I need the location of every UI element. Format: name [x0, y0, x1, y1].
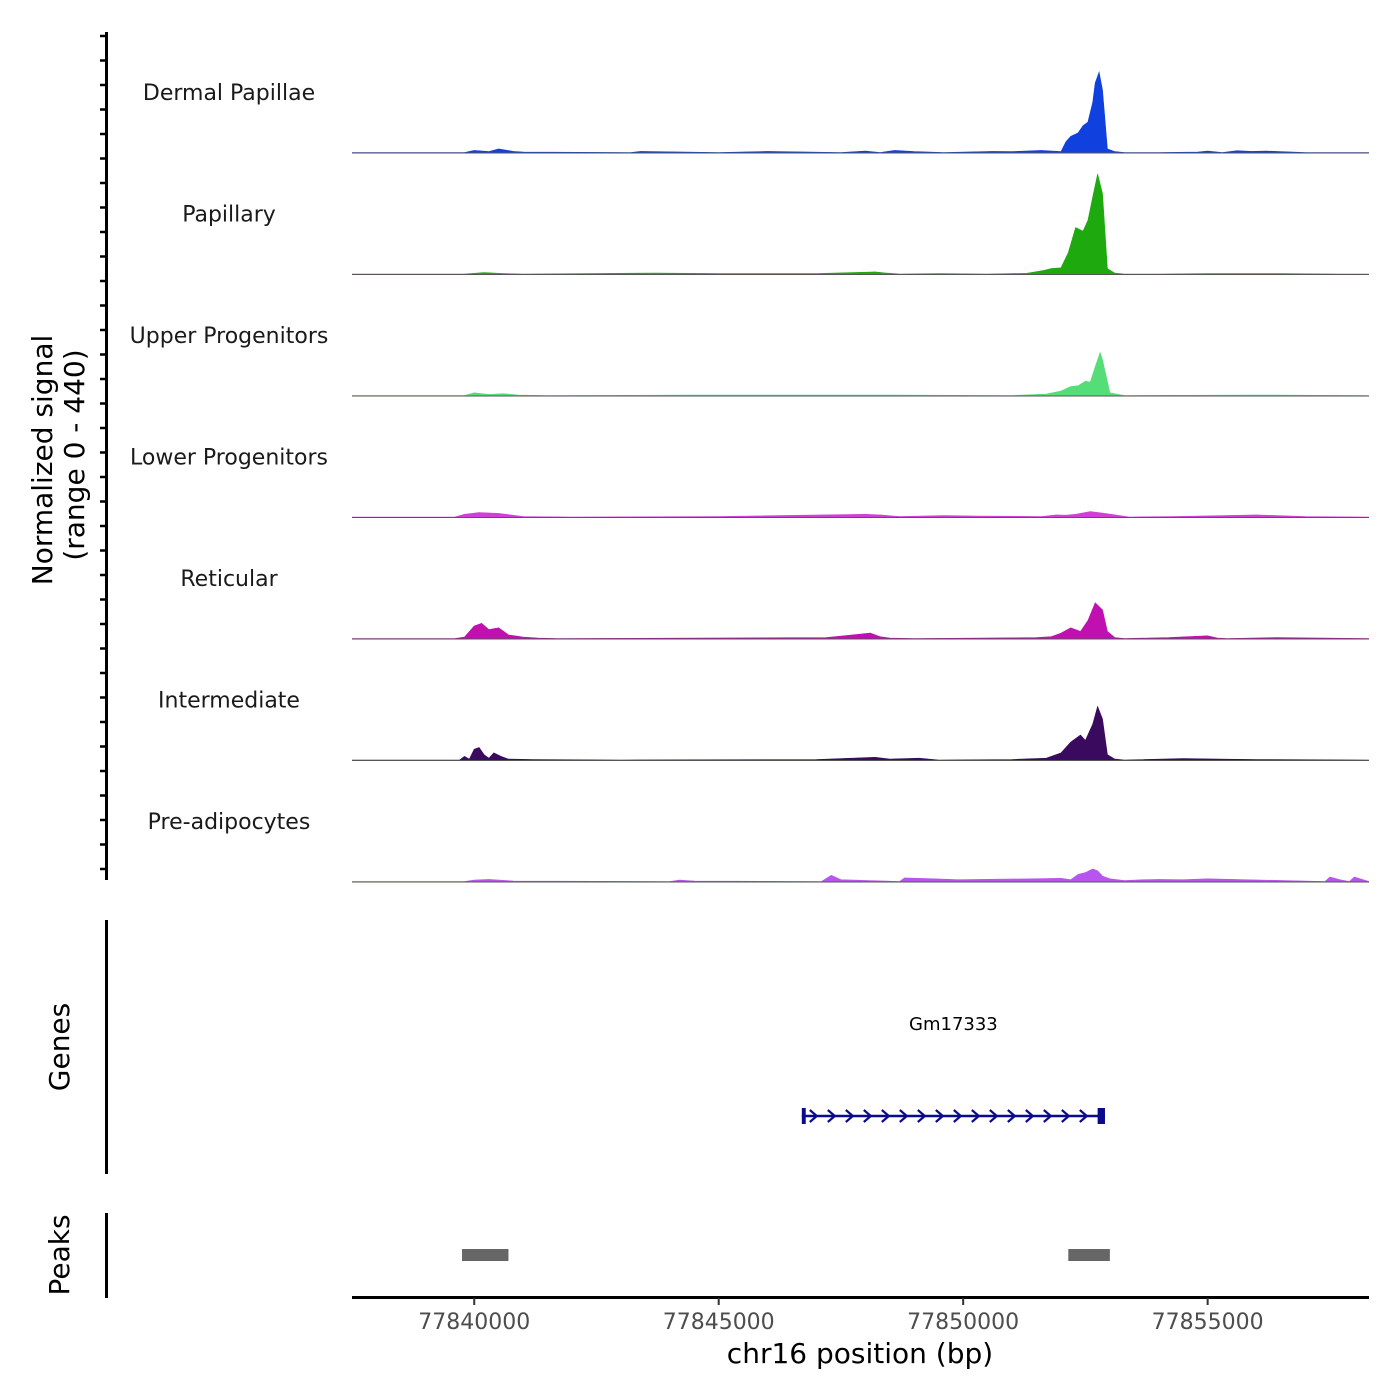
x-tick-label: 77845000	[663, 1310, 775, 1335]
gene-gm17333: Gm17333	[801, 1014, 1105, 1124]
strand-arrow	[1007, 1109, 1017, 1123]
track-label: Pre-adipocytes	[148, 810, 311, 835]
strand-arrow	[1061, 1109, 1071, 1123]
x-tick-label: 77855000	[1152, 1310, 1264, 1335]
coverage-area	[352, 868, 1370, 882]
track-upper-progenitors: Upper Progenitors	[130, 324, 1370, 397]
strand-arrow	[935, 1109, 945, 1123]
y-axis-title-line2: (range 0 - 440)	[58, 349, 91, 560]
track-label: Reticular	[180, 567, 278, 592]
x-axis-ticks: 77840000 77845000 77850000 77855000	[418, 1298, 1264, 1335]
strand-arrow	[809, 1109, 819, 1123]
strand-arrow	[1025, 1109, 1035, 1123]
coverage-tracks: Dermal Papillae Papillary Upper Progenitor…	[130, 70, 1370, 883]
track-lower-progenitors: Lower Progenitors	[130, 446, 1370, 518]
coverage-area	[352, 173, 1369, 275]
genes-track-title: Genes	[43, 1003, 76, 1091]
coverage-area	[352, 705, 1370, 761]
track-intermediate: Intermediate	[158, 689, 1370, 761]
peak-bar	[1068, 1249, 1110, 1261]
track-reticular: Reticular	[180, 567, 1370, 640]
coverage-area	[352, 602, 1370, 639]
strand-arrow	[845, 1109, 855, 1123]
track-label: Dermal Papillae	[143, 81, 315, 106]
peak-bar	[462, 1249, 509, 1261]
track-label: Lower Progenitors	[130, 446, 328, 471]
x-tick-label: 77840000	[418, 1310, 530, 1335]
peak-track	[462, 1249, 1110, 1261]
strand-arrow	[1043, 1109, 1053, 1123]
exon	[1097, 1108, 1105, 1124]
x-tick-label: 77850000	[907, 1310, 1019, 1335]
strand-arrow	[899, 1109, 909, 1123]
strand-arrow	[917, 1109, 927, 1123]
strand-arrow	[1079, 1109, 1089, 1123]
track-papillary: Papillary	[182, 173, 1369, 275]
track-label: Papillary	[182, 203, 276, 228]
strand-arrow	[881, 1109, 891, 1123]
gene-name: Gm17333	[909, 1014, 998, 1035]
track-label: Upper Progenitors	[130, 324, 329, 349]
strand-arrow	[971, 1109, 981, 1123]
peaks-track-title: Peaks	[43, 1214, 76, 1295]
coverage-y-ticks	[100, 34, 106, 871]
exon	[801, 1108, 806, 1124]
x-axis-title: chr16 position (bp)	[727, 1337, 993, 1370]
coverage-area	[352, 70, 1369, 153]
strand-arrow	[863, 1109, 873, 1123]
y-axis-title-line1: Normalized signal	[26, 335, 59, 586]
track-dermal-papillae: Dermal Papillae	[143, 70, 1369, 154]
gene-track: Gm17333	[801, 1014, 1105, 1124]
coverage-area	[352, 351, 1370, 396]
strand-arrow	[989, 1109, 999, 1123]
track-pre-adipocytes: Pre-adipocytes	[148, 810, 1370, 883]
track-label: Intermediate	[158, 689, 300, 714]
strand-arrow	[827, 1109, 837, 1123]
strand-arrow	[953, 1109, 963, 1123]
coverage-area	[352, 511, 1370, 518]
